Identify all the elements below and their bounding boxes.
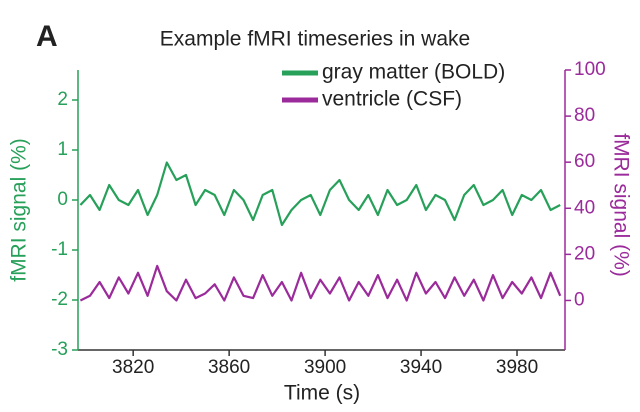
x-tick-label: 3980 [496,357,538,378]
panel-label: A [36,20,58,53]
x-tick-label: 3940 [400,357,442,378]
x-tick-label: 3900 [304,357,346,378]
series-line [79,161,561,227]
y2-tick-label: 0 [574,289,585,310]
y2-tick-label: 40 [574,197,595,218]
y-axis-label: fMRI signal (%) [8,138,31,282]
y2-tick-label: 100 [574,59,606,80]
y-tick-label: 2 [57,89,68,110]
y-tick-label: 1 [57,139,68,160]
chart-title: Example fMRI timeseries in wake [160,28,470,51]
y-tick-label: -2 [51,289,68,310]
y2-tick-label: 80 [574,105,595,126]
series-line [79,264,562,302]
y2-axis-label: fMRI signal (%) [609,133,632,277]
y2-tick-label: 20 [574,243,595,264]
y2-tick-label: 60 [574,151,595,172]
y-tick-label: -3 [51,339,68,360]
y-tick-label: 0 [57,189,68,210]
legend-label: gray matter (BOLD) [322,61,505,84]
legend-label: ventricle (CSF) [322,88,462,111]
x-tick-label: 3820 [112,357,154,378]
y-tick-label: -1 [51,239,68,260]
x-tick-label: 3860 [208,357,250,378]
x-axis-label: Time (s) [284,382,360,405]
